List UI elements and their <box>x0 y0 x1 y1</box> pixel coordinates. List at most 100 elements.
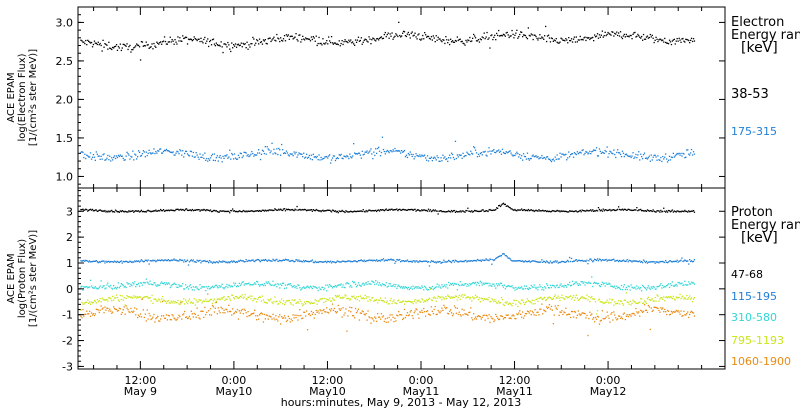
data-point <box>553 285 555 287</box>
data-point <box>562 39 564 41</box>
data-point <box>538 209 540 211</box>
data-point <box>478 259 481 262</box>
data-point <box>191 313 193 315</box>
data-point <box>148 283 150 285</box>
data-point <box>106 44 108 46</box>
data-point <box>383 210 385 212</box>
data-point <box>206 260 208 263</box>
data-point <box>328 260 330 263</box>
data-point <box>412 35 414 37</box>
data-point <box>391 302 393 305</box>
data-point <box>341 260 343 262</box>
data-point <box>289 302 291 304</box>
data-point <box>98 155 100 157</box>
data-point <box>494 298 496 301</box>
data-point <box>367 281 369 283</box>
data-point <box>275 315 277 317</box>
data-point <box>328 209 330 211</box>
data-point <box>126 295 128 297</box>
data-point <box>493 283 495 285</box>
data-point <box>302 287 304 289</box>
data-point <box>163 149 166 151</box>
data-point <box>296 314 298 316</box>
data-point <box>306 38 309 40</box>
data-point <box>251 43 253 45</box>
data-point <box>258 43 260 45</box>
data-point <box>626 154 628 156</box>
data-point <box>345 210 347 212</box>
data-point <box>378 146 380 148</box>
data-point <box>613 304 615 306</box>
data-point <box>137 284 139 286</box>
data-point <box>653 261 655 263</box>
data-point <box>630 34 632 37</box>
data-point <box>602 302 604 304</box>
data-point <box>373 38 375 40</box>
data-point <box>312 302 314 304</box>
data-point <box>285 287 288 289</box>
data-point <box>232 294 234 296</box>
data-point <box>596 155 599 157</box>
data-point <box>639 288 641 290</box>
data-point <box>240 211 242 213</box>
data-point <box>261 209 264 211</box>
data-point <box>90 158 93 160</box>
data-point <box>493 259 495 262</box>
data-point <box>260 300 263 302</box>
data-point <box>579 314 581 316</box>
data-point <box>238 282 240 284</box>
data-point <box>640 309 642 311</box>
data-point <box>537 156 539 158</box>
data-point <box>522 34 525 36</box>
data-point <box>510 35 512 37</box>
data-point <box>410 153 412 155</box>
data-point <box>474 147 476 149</box>
data-point <box>310 301 313 304</box>
data-point <box>437 309 439 312</box>
data-point <box>513 315 515 317</box>
data-point <box>452 259 455 262</box>
data-point <box>490 258 492 261</box>
data-point <box>678 37 680 39</box>
data-point <box>181 40 183 42</box>
data-point <box>656 294 658 296</box>
data-point <box>278 303 280 305</box>
data-point <box>612 209 614 211</box>
data-point <box>658 285 660 288</box>
data-point <box>110 47 112 50</box>
data-point <box>238 44 240 47</box>
data-point <box>137 282 140 285</box>
data-point <box>89 301 91 303</box>
data-point <box>180 208 182 210</box>
data-point <box>409 300 411 303</box>
data-point <box>201 209 203 211</box>
data-point <box>205 210 207 212</box>
data-point <box>526 287 529 290</box>
data-point <box>89 260 91 262</box>
data-point <box>608 302 610 304</box>
data-point <box>687 284 689 286</box>
data-point <box>404 209 407 211</box>
data-point <box>586 259 588 261</box>
data-point <box>485 36 487 38</box>
data-point <box>181 318 183 320</box>
data-point <box>670 284 673 287</box>
data-point <box>569 256 571 259</box>
data-point <box>130 155 132 158</box>
data-point <box>551 309 553 311</box>
electron-legend: Electron Energy ran [keV] 38-53 175-315 <box>731 16 800 138</box>
data-point <box>679 313 681 315</box>
data-point <box>651 210 653 213</box>
data-point <box>149 260 151 262</box>
data-point <box>628 155 630 158</box>
data-point <box>550 160 553 163</box>
data-point <box>652 209 654 211</box>
data-point <box>598 34 601 36</box>
data-point <box>620 284 623 287</box>
data-point <box>617 149 619 151</box>
data-point <box>216 313 218 315</box>
data-point <box>378 210 381 212</box>
data-point <box>444 306 446 308</box>
data-point <box>634 31 636 34</box>
data-point <box>372 209 374 212</box>
